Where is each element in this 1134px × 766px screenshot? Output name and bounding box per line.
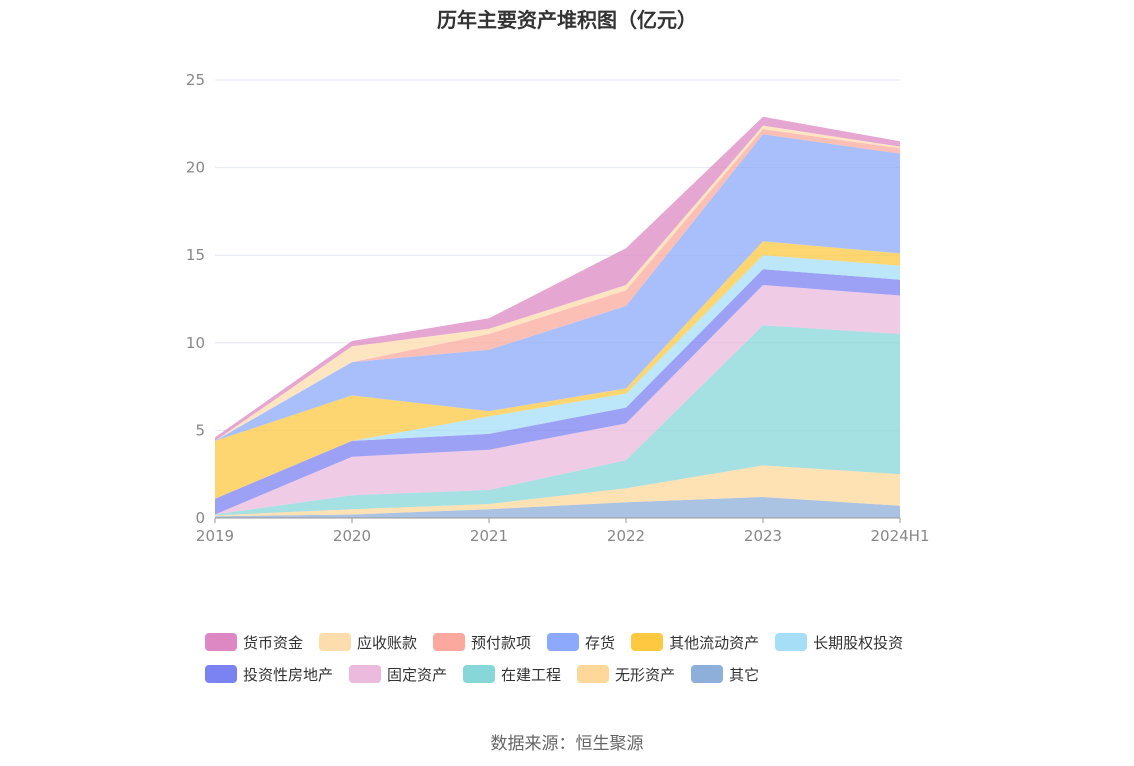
area-series-固定资产[interactable]	[215, 285, 900, 515]
x-tick-label: 2019	[196, 527, 234, 545]
legend-swatch	[631, 633, 664, 651]
legend-label: 固定资产	[387, 665, 448, 684]
area-series-layer	[215, 116, 900, 518]
x-tick-label: 2021	[470, 527, 508, 545]
x-tick-label: 2024H1	[871, 527, 930, 545]
y-tick-label: 15	[186, 246, 205, 264]
legend-swatch	[577, 665, 610, 683]
legend-swatch	[691, 665, 724, 683]
legend-swatch	[349, 665, 382, 683]
legend-item-应收账款[interactable]: 应收账款	[319, 632, 417, 652]
legend-label: 长期股权投资	[813, 633, 904, 652]
legend-label: 其它	[729, 665, 760, 684]
legend-label: 存货	[585, 633, 616, 652]
legend-item-存货[interactable]: 存货	[547, 632, 615, 652]
legend-label: 无形资产	[615, 665, 676, 684]
legend-swatch	[205, 665, 237, 683]
legend: 货币资金 应收账款 预付款项 存货 其他流动资产 长期股权投资投资性房地产 固定资产 在建工程…	[205, 632, 965, 684]
y-tick-label: 20	[186, 159, 205, 177]
legend-item-其它[interactable]: 其它	[691, 664, 759, 684]
y-tick-label: 5	[195, 421, 205, 439]
data-source-note: 数据来源：恒生聚源	[490, 734, 644, 754]
legend-swatch	[433, 633, 466, 651]
legend-swatch	[319, 633, 352, 651]
area-series-其它[interactable]	[215, 497, 900, 518]
y-tick-label: 25	[186, 71, 205, 89]
legend-label: 投资性房地产	[243, 665, 334, 684]
x-tick-label: 2023	[744, 527, 782, 545]
area-series-无形资产[interactable]	[215, 465, 900, 517]
legend-item-在建工程[interactable]: 在建工程	[463, 664, 561, 684]
legend-label: 在建工程	[501, 665, 562, 684]
legend-swatch	[205, 633, 237, 651]
chart-title: 历年主要资产堆积图（亿元）	[437, 8, 697, 32]
area-series-在建工程[interactable]	[215, 325, 900, 516]
x-tick-label: 2020	[333, 527, 371, 545]
legend-item-其他流动资产[interactable]: 其他流动资产	[631, 632, 759, 652]
legend-label: 预付款项	[471, 633, 532, 652]
area-series-存货[interactable]	[215, 134, 900, 441]
legend-item-投资性房地产[interactable]: 投资性房地产	[205, 664, 333, 684]
legend-item-预付款项[interactable]: 预付款项	[433, 632, 531, 652]
x-tick-label: 2022	[607, 527, 645, 545]
legend-item-货币资金[interactable]: 货币资金	[205, 632, 303, 652]
y-tick-label: 0	[195, 509, 205, 527]
area-series-其他流动资产[interactable]	[215, 241, 900, 499]
area-series-长期股权投资[interactable]	[215, 255, 900, 499]
y-tick-label: 10	[186, 334, 205, 352]
area-series-投资性房地产[interactable]	[215, 269, 900, 515]
legend-swatch	[547, 633, 580, 651]
legend-item-无形资产[interactable]: 无形资产	[577, 664, 675, 684]
legend-label: 应收账款	[357, 633, 418, 652]
legend-item-固定资产[interactable]: 固定资产	[349, 664, 447, 684]
stacked-area-chart: 0 5 10 15 20 25 2019 2020 2021 2022 2023 2024H1	[186, 71, 930, 545]
legend-swatch	[463, 665, 496, 683]
axes: 0 5 10 15 20 25 2019 2020 2021 2022 2023 2024H1	[186, 71, 930, 545]
legend-item-长期股权投资[interactable]: 长期股权投资	[775, 632, 903, 652]
legend-swatch	[775, 633, 808, 651]
legend-label: 其他流动资产	[669, 633, 760, 652]
legend-label: 货币资金	[243, 633, 304, 652]
